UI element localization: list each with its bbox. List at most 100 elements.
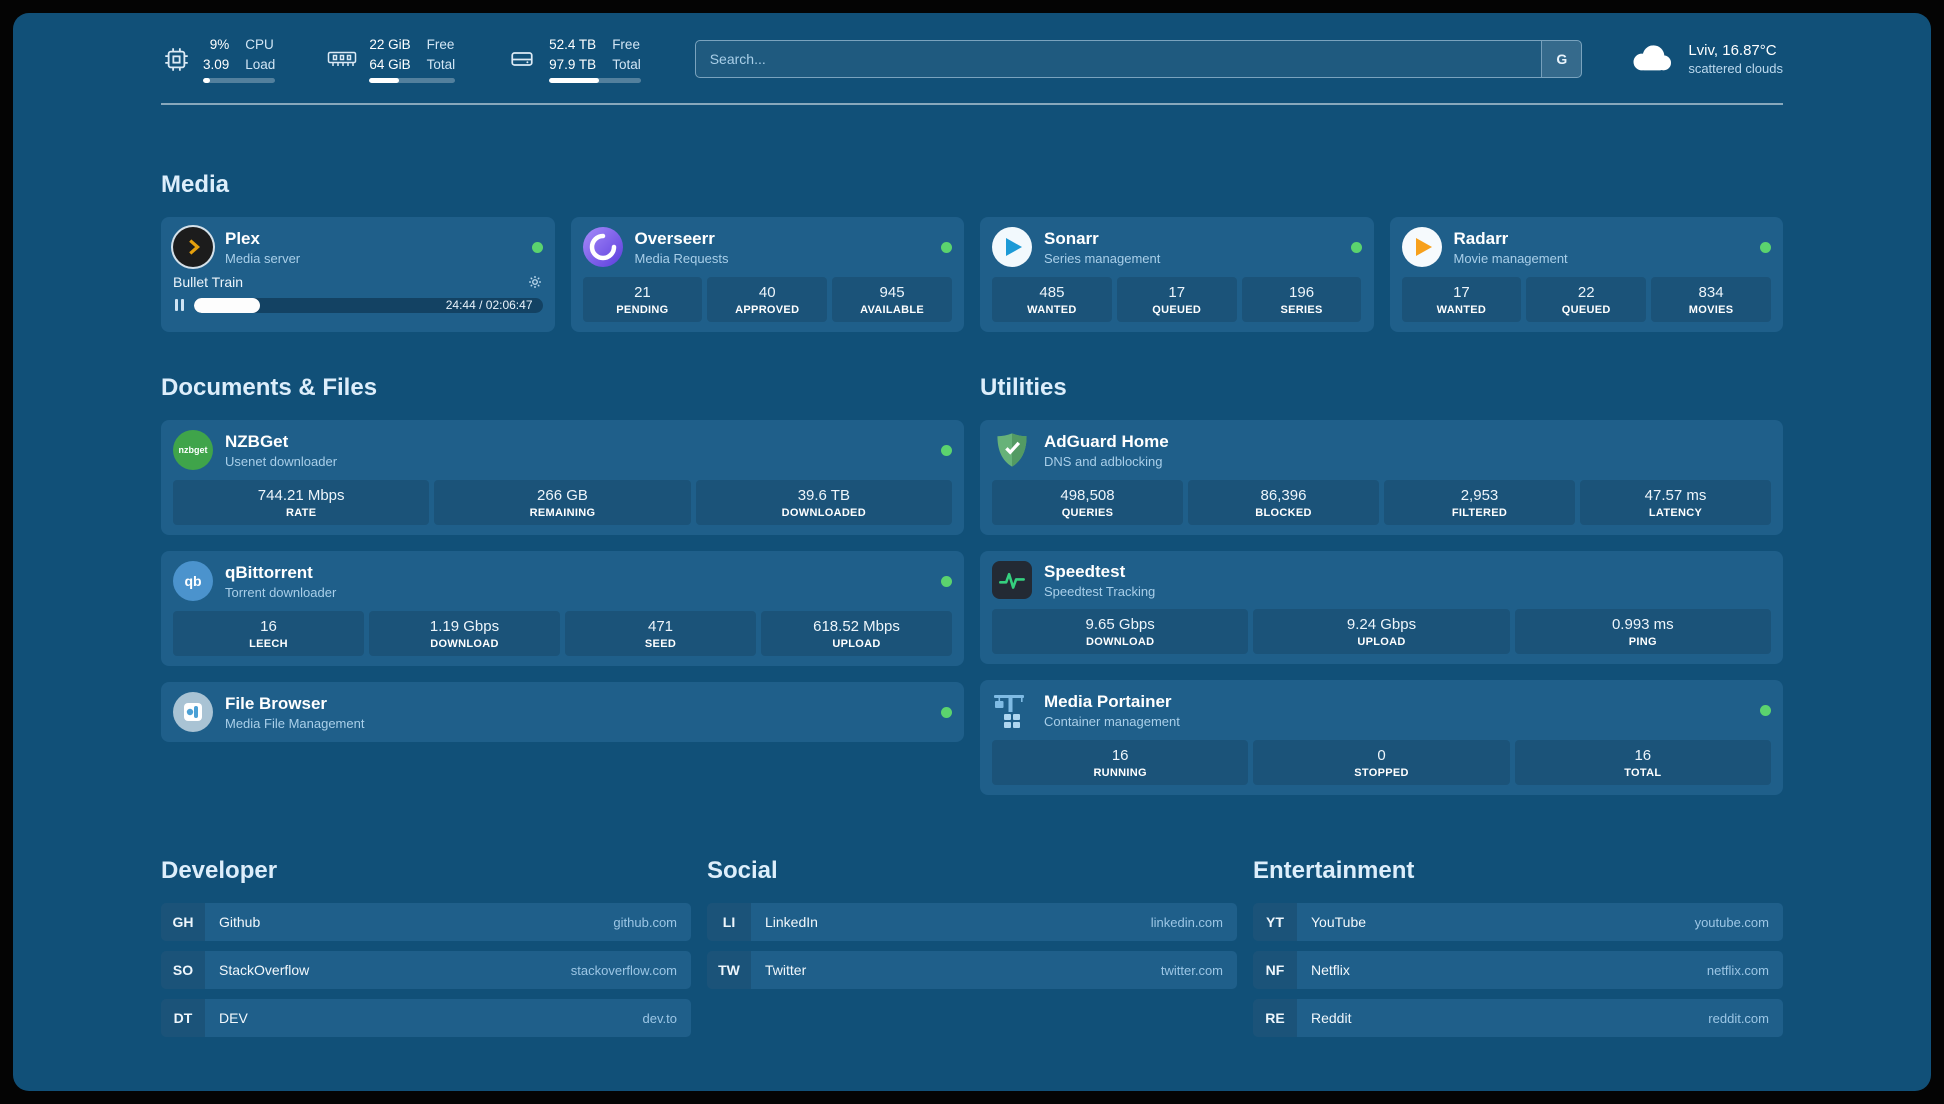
- service-card-plex[interactable]: Plex Media server Bullet Train: [161, 217, 555, 333]
- bookmark-youtube[interactable]: YT YouTube youtube.com: [1253, 903, 1783, 942]
- cloud-icon: [1626, 40, 1676, 79]
- stat-upload: 618.52 Mbps UPLOAD: [761, 611, 952, 657]
- bookmark-name: YouTube: [1311, 914, 1367, 931]
- settings-gear-icon[interactable]: [527, 274, 543, 290]
- service-subtitle: Media File Management: [225, 715, 365, 731]
- status-dot: [1760, 241, 1771, 253]
- stat-ping: 0.993 ms PING: [1514, 609, 1771, 655]
- service-card-sonarr[interactable]: Sonarr Series management 485 WANTED 17 Q…: [980, 217, 1374, 333]
- nzbget-icon-text: nzbget: [178, 445, 208, 456]
- memory-total-value: 64 GiB: [369, 56, 411, 72]
- memory-free-value: 22 GiB: [369, 37, 411, 52]
- adguard-icon: [992, 430, 1032, 470]
- service-card-radarr[interactable]: Radarr Movie management 17 WANTED 22 QUE…: [1389, 217, 1783, 333]
- bookmark-abbr: YT: [1253, 903, 1297, 942]
- media-grid: Plex Media server Bullet Train: [161, 217, 1783, 333]
- service-name: AdGuard Home: [1044, 431, 1169, 451]
- memory-total-label: Total: [426, 56, 456, 72]
- bookmark-reddit[interactable]: RE Reddit reddit.com: [1253, 999, 1783, 1038]
- bookmark-dev[interactable]: DT DEV dev.to: [161, 999, 691, 1038]
- sonarr-icon: [992, 227, 1032, 268]
- section-title-entertainment: Entertainment: [1253, 857, 1415, 885]
- playback-progress-bar[interactable]: 24:44 / 02:06:47: [194, 297, 543, 313]
- stat-running: 16 RUNNING: [992, 740, 1249, 786]
- bookmark-url: stackoverflow.com: [570, 962, 677, 978]
- pause-button[interactable]: [173, 297, 186, 313]
- service-card-qbittorrent[interactable]: qb qBittorrent Torrent downloader 16 LEE…: [161, 551, 964, 667]
- plex-icon: [173, 227, 213, 268]
- nzbget-icon: nzbget: [173, 430, 213, 471]
- bookmark-url: linkedin.com: [1150, 914, 1223, 930]
- speedtest-icon: [992, 561, 1032, 600]
- dashboard-background: 9% 3.09 CPU Load: [13, 13, 1931, 1091]
- memory-widget-body: 22 GiB 64 GiB Free Total: [369, 35, 456, 84]
- service-subtitle: DNS and adblocking: [1044, 453, 1163, 469]
- stat-latency: 47.57 ms LATENCY: [1580, 480, 1771, 526]
- stat-rate: 744.21 Mbps RATE: [173, 480, 430, 526]
- service-card-portainer[interactable]: Media Portainer Container management 16 …: [980, 680, 1783, 796]
- service-card-filebrowser[interactable]: File Browser Media File Management: [161, 682, 964, 743]
- topbar: 9% 3.09 CPU Load: [161, 35, 1783, 84]
- dashboard-content: 9% 3.09 CPU Load: [161, 13, 1783, 1083]
- stat-wanted: 17 WANTED: [1401, 277, 1522, 323]
- weather-widget: Lviv, 16.87°C scattered clouds: [1626, 40, 1783, 79]
- section-documents: Documents & Files nzbget NZBGet Usenet d…: [161, 374, 964, 795]
- cpu-icon: [161, 46, 191, 73]
- qbittorrent-icon-text: qb: [184, 573, 202, 590]
- bookmark-url: twitter.com: [1160, 962, 1223, 978]
- service-name: Overseerr: [634, 228, 715, 248]
- status-dot: [531, 241, 543, 253]
- bookmark-name: LinkedIn: [765, 914, 818, 931]
- bookmark-stackoverflow[interactable]: SO StackOverflow stackoverflow.com: [161, 951, 691, 990]
- bookmark-name: Reddit: [1311, 1010, 1352, 1027]
- service-subtitle: Speedtest Tracking: [1044, 583, 1156, 599]
- bookmark-twitter[interactable]: TW Twitter twitter.com: [707, 951, 1237, 990]
- stat-filtered: 2,953 FILTERED: [1384, 480, 1575, 526]
- disk-widget-body: 52.4 TB 97.9 TB Free Total: [549, 35, 641, 84]
- section-media: Media Plex Media server Bullet Train: [161, 171, 1783, 333]
- status-dot: [941, 706, 952, 718]
- status-dot: [1760, 704, 1771, 716]
- bookmarks-entertainment: Entertainment YT YouTube youtube.com NF …: [1253, 857, 1783, 1038]
- service-card-adguard[interactable]: AdGuard Home DNS and adblocking 498,508 …: [980, 420, 1783, 536]
- playback-progress-fill: [194, 297, 261, 313]
- stat-total: 16 TOTAL: [1514, 740, 1771, 786]
- service-subtitle: Movie management: [1453, 250, 1568, 266]
- bookmark-name: Twitter: [765, 962, 807, 979]
- service-name: Sonarr: [1044, 228, 1099, 248]
- bookmark-abbr: SO: [161, 951, 205, 990]
- section-title-developer: Developer: [161, 857, 278, 885]
- search-engine-button[interactable]: G: [1541, 41, 1582, 78]
- radarr-icon: [1401, 227, 1442, 268]
- topbar-divider: [161, 103, 1783, 106]
- service-card-speedtest[interactable]: Speedtest Speedtest Tracking 9.65 Gbps D…: [980, 551, 1783, 665]
- status-dot: [941, 444, 952, 456]
- stat-pending: 21 PENDING: [582, 277, 703, 323]
- stat-blocked: 86,396 BLOCKED: [1188, 480, 1379, 526]
- bookmark-linkedin[interactable]: LI LinkedIn linkedin.com: [707, 903, 1237, 942]
- disk-icon: [507, 46, 537, 72]
- service-card-nzbget[interactable]: nzbget NZBGet Usenet downloader 744.21 M…: [161, 420, 964, 536]
- stat-approved: 40 APPROVED: [707, 277, 828, 323]
- stat-series: 196 SERIES: [1241, 277, 1362, 323]
- service-card-overseerr[interactable]: Overseerr Media Requests 21 PENDING 40 A…: [570, 217, 964, 333]
- stat-queued: 17 QUEUED: [1116, 277, 1237, 323]
- memory-progress-fill: [369, 78, 399, 84]
- disk-total-label: Total: [612, 56, 641, 72]
- memory-progress-bar: [369, 78, 456, 84]
- qbittorrent-icon: qb: [173, 561, 213, 602]
- cpu-widget: 9% 3.09 CPU Load: [161, 35, 276, 84]
- disk-progress-fill: [549, 78, 599, 84]
- overseerr-icon: [582, 227, 623, 268]
- search-input[interactable]: [694, 40, 1583, 79]
- disk-widget: 52.4 TB 97.9 TB Free Total: [507, 35, 641, 84]
- bookmark-name: Netflix: [1311, 962, 1350, 979]
- bookmark-github[interactable]: GH Github github.com: [161, 903, 691, 942]
- stat-queries: 498,508 QUERIES: [992, 480, 1183, 526]
- bookmark-abbr: TW: [707, 951, 751, 990]
- section-title-social: Social: [707, 857, 778, 885]
- bookmark-name: Github: [219, 914, 261, 931]
- bookmark-netflix[interactable]: NF Netflix netflix.com: [1253, 951, 1783, 990]
- stat-available: 945 AVAILABLE: [832, 277, 952, 323]
